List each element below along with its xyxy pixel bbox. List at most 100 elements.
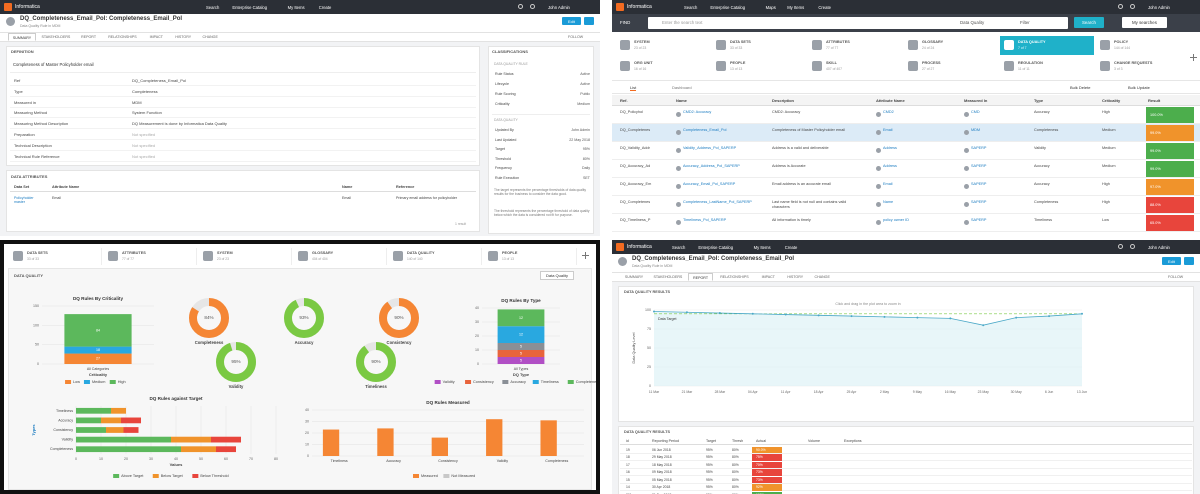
tab[interactable]: CHANGE <box>814 275 830 279</box>
table-cell[interactable]: Validity_Address_Pol_SAPERP <box>683 146 737 150</box>
nav-item[interactable]: Search <box>684 4 698 10</box>
x-axis-label: DQ Type <box>513 372 530 377</box>
bulk-action[interactable]: Bulk Delete <box>1070 85 1091 90</box>
category-tile[interactable] <box>904 36 998 55</box>
more-button[interactable] <box>1184 257 1194 265</box>
help-icon[interactable] <box>530 4 535 9</box>
nav-item[interactable]: Maps <box>765 4 776 10</box>
category-tile[interactable] <box>904 57 998 76</box>
nav-item[interactable]: Create <box>818 4 831 10</box>
tab[interactable]: HISTORY <box>175 35 192 39</box>
filter-button[interactable]: Filter <box>1020 20 1030 25</box>
table-cell[interactable]: Completeness_LastName_Pol_SAPERP <box>683 200 752 204</box>
bulk-action[interactable]: Bulk Update <box>1128 85 1150 90</box>
notification-icon[interactable] <box>518 4 523 9</box>
tab[interactable]: REPORT <box>687 273 714 281</box>
user-menu[interactable]: John Admin <box>1148 244 1170 250</box>
nav-item[interactable]: Create <box>784 244 798 250</box>
more-button[interactable] <box>584 17 594 25</box>
table-row[interactable] <box>612 196 1200 214</box>
table-cell[interactable]: Timeliness_Pol_SAPERP <box>683 218 727 222</box>
nav-item[interactable]: Search <box>206 4 220 10</box>
category-tile[interactable] <box>1096 57 1190 76</box>
tab[interactable]: SUMMARY <box>8 33 37 41</box>
tab[interactable]: IMPACT <box>149 35 163 39</box>
tab[interactable]: RELATIONSHIPS <box>108 35 137 39</box>
nav-item[interactable]: My Items <box>753 244 771 250</box>
tab[interactable]: STAKEHOLDERS <box>41 35 71 39</box>
category-tile[interactable] <box>808 57 902 76</box>
my-searches[interactable]: My searches <box>1122 17 1167 28</box>
help-icon[interactable] <box>1130 244 1135 249</box>
search-input[interactable] <box>648 17 1068 29</box>
tab[interactable]: IMPACT <box>761 275 775 279</box>
table-cell[interactable]: CMD2: Accuracy <box>683 110 712 114</box>
category-tile[interactable] <box>808 36 902 55</box>
tab[interactable]: RELATIONSHIPS <box>720 275 749 279</box>
help-icon[interactable] <box>1130 4 1135 9</box>
category-tile[interactable] <box>105 248 197 265</box>
table-row[interactable] <box>612 214 1200 232</box>
nav-item[interactable]: Search <box>672 244 686 250</box>
view-toggle[interactable]: Dashboard <box>672 85 692 90</box>
x-tick-label: 11 Apr <box>781 390 791 394</box>
add-icon[interactable] <box>1193 54 1194 61</box>
field-value: Completeness <box>132 88 158 94</box>
tab[interactable]: CHANGE <box>202 35 218 39</box>
category-tile[interactable] <box>712 57 806 76</box>
category-tile[interactable] <box>712 36 806 55</box>
table-cell: 05 May 2018 <box>652 477 672 482</box>
table-row[interactable] <box>612 178 1200 196</box>
edit-button[interactable]: Edit <box>562 17 581 25</box>
category-tile[interactable] <box>295 248 387 265</box>
tab[interactable]: SUMMARY <box>624 275 644 279</box>
table-cell: Email <box>342 196 351 200</box>
user-menu[interactable]: John Admin <box>1148 4 1170 10</box>
add-icon[interactable] <box>585 252 586 259</box>
table-row[interactable] <box>612 106 1200 124</box>
field-value: John Admin <box>571 128 590 132</box>
nav-item[interactable]: Enterprise Catalog <box>698 244 734 250</box>
user-menu[interactable]: John Admin <box>548 4 570 10</box>
table-row[interactable] <box>612 160 1200 178</box>
category-tile[interactable] <box>485 248 577 265</box>
category-tile[interactable] <box>616 57 710 76</box>
tile-icon <box>203 251 213 261</box>
follow-button[interactable]: FOLLOW <box>1168 275 1184 279</box>
tab[interactable]: HISTORY <box>787 275 804 279</box>
table-cell[interactable]: Policyholder master <box>14 196 34 204</box>
table-cell: Medium <box>1102 164 1116 168</box>
table-cell[interactable]: Accuracy_Address_Pol_SAPERP <box>683 164 740 168</box>
table-row[interactable] <box>612 124 1200 142</box>
nav-item[interactable]: My Items <box>287 4 305 10</box>
category-tile[interactable] <box>616 36 710 55</box>
category-tile[interactable] <box>1000 36 1094 55</box>
follow-button[interactable]: FOLLOW <box>568 35 584 39</box>
category-tile[interactable] <box>10 248 102 265</box>
row-divider <box>10 128 476 130</box>
category-tile[interactable] <box>200 248 292 265</box>
edit-button[interactable]: Edit <box>1162 257 1181 265</box>
nav-item[interactable]: My Items <box>787 4 805 10</box>
category-tile[interactable] <box>390 248 482 265</box>
table-cell[interactable]: Completeness_Email_Pol <box>683 128 727 132</box>
asset-icon <box>876 184 881 189</box>
nav-item[interactable]: Create <box>318 4 332 10</box>
category-tile[interactable] <box>1096 36 1190 55</box>
category-tile[interactable] <box>1000 57 1094 76</box>
nav-item[interactable]: Enterprise Catalog <box>232 4 268 10</box>
tile-count: 16 of 16 <box>634 67 647 71</box>
table-cell[interactable]: Accuracy_Email_Pol_SAPERP <box>683 182 736 186</box>
tab[interactable]: REPORT <box>81 35 97 39</box>
search-button[interactable]: Search <box>1074 17 1104 28</box>
notification-icon[interactable] <box>1118 4 1123 9</box>
scope-select[interactable]: Data Quality <box>540 271 575 280</box>
section-heading: DATA ATTRIBUTES <box>11 174 48 179</box>
nav-item[interactable]: Enterprise Catalog <box>710 4 746 10</box>
tab[interactable]: STAKEHOLDERS <box>653 275 683 279</box>
table-row[interactable] <box>612 142 1200 160</box>
scope-select[interactable]: Data Quality <box>960 20 985 25</box>
table-cell: 80% <box>732 447 739 452</box>
view-toggle[interactable]: List <box>630 85 637 91</box>
notification-icon[interactable] <box>1118 244 1123 249</box>
